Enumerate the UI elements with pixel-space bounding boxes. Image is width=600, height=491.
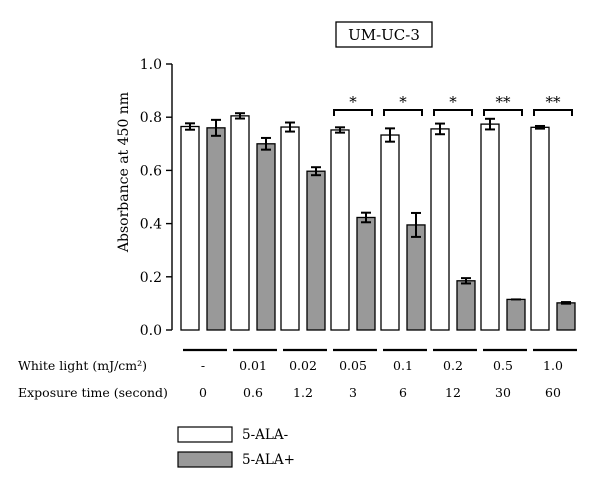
significance-star: ** <box>546 93 562 111</box>
y-tick-label: 1.0 <box>140 57 162 73</box>
bar-5-ala-minus <box>430 128 450 331</box>
x-category-label: - <box>201 358 205 373</box>
bar-5-ala-plus <box>306 170 326 331</box>
exposure-time-label: 3 <box>349 385 357 400</box>
exposure-time-label: 60 <box>545 385 561 400</box>
x-category-label: 0.01 <box>239 358 267 373</box>
title-frame <box>335 21 433 48</box>
y-axis-title: Absorbance at 450 nm <box>116 92 132 253</box>
significance-star: * <box>449 93 457 111</box>
x-category-label: 0.5 <box>493 358 513 373</box>
y-tick-label: 0.4 <box>140 217 162 233</box>
bar-5-ala-plus <box>506 298 526 331</box>
significance-bracket <box>533 109 573 116</box>
bar-5-ala-minus <box>280 126 300 331</box>
y-tick-label: 0.6 <box>140 163 162 179</box>
exposure-time-label: 1.2 <box>293 385 313 400</box>
significance-star: ** <box>496 93 512 111</box>
significance-star: * <box>399 93 407 111</box>
legend-swatch-5-ala-minus <box>177 426 233 443</box>
legend-swatch-5-ala-plus <box>177 451 233 468</box>
legend: 5-ALA- 5-ALA+ <box>177 426 295 468</box>
bar-groups <box>180 112 576 331</box>
y-tick-label: 0.8 <box>140 110 162 126</box>
exposure-time-label: 30 <box>495 385 511 400</box>
x-category-label: 0.05 <box>339 358 367 373</box>
y-axis: 0.0 0.2 0.4 0.6 0.8 1.0 <box>140 57 173 339</box>
significance-bracket <box>383 109 423 116</box>
significance-bracket <box>333 109 373 116</box>
category-table: - 0 0.01 0.6 0.02 1.2 0.05 3 0.1 6 0.2 12 0.5 30 1.0 60 <box>183 348 577 400</box>
bar-5-ala-plus <box>406 224 426 331</box>
bar-5-ala-plus <box>556 302 576 331</box>
bar-5-ala-plus <box>456 280 476 331</box>
y-tick-label: 0.2 <box>140 270 162 286</box>
bar-5-ala-minus <box>230 115 250 331</box>
significance-bracket <box>433 109 473 116</box>
row-label-exposure-time: Exposure time (second) <box>18 385 168 400</box>
chart-title: UM-UC-3 <box>348 26 420 44</box>
bar-5-ala-plus <box>256 143 276 331</box>
bar-5-ala-minus <box>480 123 500 331</box>
exposure-time-label: 0.6 <box>243 385 263 400</box>
significance-star: * <box>349 93 357 111</box>
x-category-label: 1.0 <box>543 358 563 373</box>
bar-5-ala-minus <box>180 125 200 331</box>
x-category-label: 0.02 <box>289 358 317 373</box>
chart-title-box: UM-UC-3 <box>335 21 433 48</box>
bar-5-ala-minus <box>530 126 550 331</box>
x-category-label: 0.2 <box>443 358 463 373</box>
legend-label-5-ala-minus: 5-ALA- <box>242 427 288 443</box>
significance-markers: * * * ** ** <box>333 93 573 116</box>
exposure-time-label: 0 <box>199 385 207 400</box>
bar-5-ala-plus <box>206 127 226 331</box>
bar-5-ala-minus <box>330 129 350 331</box>
row-label-white-light: White light (mJ/cm²) <box>18 358 147 373</box>
y-tick-label: 0.0 <box>140 323 162 339</box>
bar-5-ala-minus <box>380 134 400 331</box>
x-category-label: 0.1 <box>393 358 413 373</box>
bar-5-ala-plus <box>356 216 376 331</box>
legend-label-5-ala-plus: 5-ALA+ <box>242 452 295 468</box>
exposure-time-label: 6 <box>399 385 407 400</box>
exposure-time-label: 12 <box>445 385 461 400</box>
significance-bracket <box>483 109 523 116</box>
